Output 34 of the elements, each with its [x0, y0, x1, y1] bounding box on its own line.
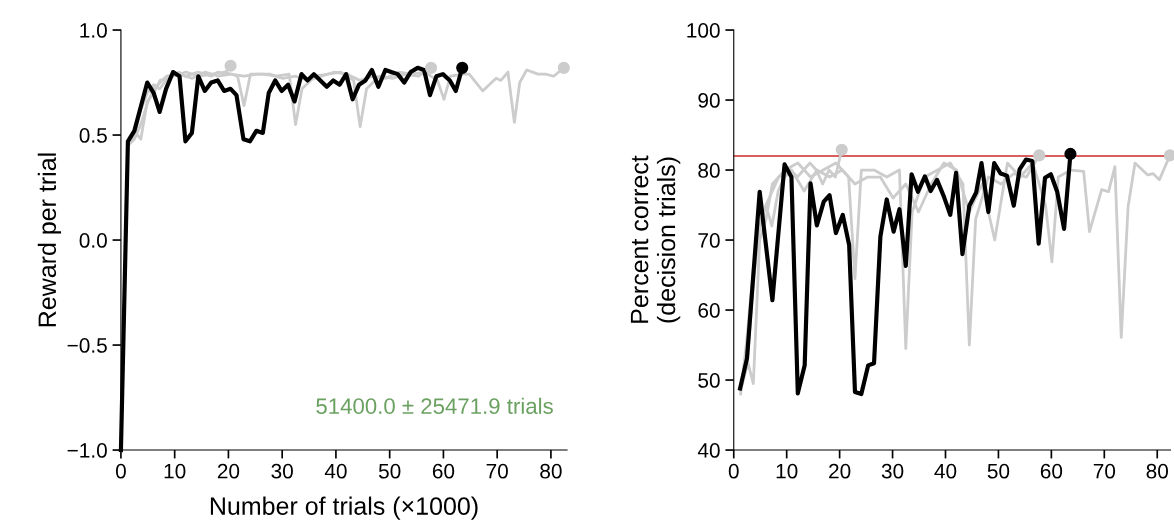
x-tick-label: 70	[486, 463, 508, 479]
x-tick-label: 20	[217, 463, 240, 479]
y-tick-label: 90	[698, 93, 720, 108]
x-tick-label: 60	[432, 463, 455, 479]
x-tick-label: 10	[776, 463, 798, 479]
y-tick-label: 70	[698, 233, 720, 248]
y-tick-label: 0.0	[79, 233, 107, 248]
x-tick-label: 20	[829, 463, 851, 479]
x-tick-label: 10	[164, 463, 186, 479]
y-tick-label: 50	[698, 373, 720, 388]
x-axis-title: Number of trials (×1000)	[210, 496, 478, 520]
x-tick-label: 70	[1093, 463, 1116, 479]
annotation: 51400.0 ± 25471.9 trials	[316, 397, 553, 415]
x-tick-label: 0	[728, 463, 739, 479]
x-tick-label: 80	[1146, 463, 1169, 479]
y-tick-label: 80	[698, 163, 720, 178]
x-tick-label: 0	[115, 463, 126, 479]
y-axis-title: Reward per trial	[37, 153, 62, 327]
x-tick-label: 40	[324, 463, 347, 479]
x-tick-label: 40	[934, 463, 957, 479]
y-tick-label: −0.5	[67, 338, 107, 353]
x-tick-label: 80	[540, 463, 562, 479]
y-tick-label: 0.5	[79, 128, 107, 143]
x-tick-label: 30	[271, 463, 293, 479]
y-tick-label: −1.0	[67, 443, 107, 458]
x-tick-label: 50	[987, 463, 1010, 479]
y-tick-label: 100	[687, 23, 720, 38]
x-tick-label: 60	[1040, 463, 1063, 479]
y-tick-label: 60	[698, 303, 720, 318]
y-axis-title: Percent correct (decision trials)	[630, 155, 681, 323]
y-tick-label: 40	[697, 443, 720, 458]
x-tick-label: 30	[881, 463, 904, 479]
x-tick-label: 50	[378, 463, 401, 479]
y-tick-label: 1.0	[80, 23, 107, 38]
